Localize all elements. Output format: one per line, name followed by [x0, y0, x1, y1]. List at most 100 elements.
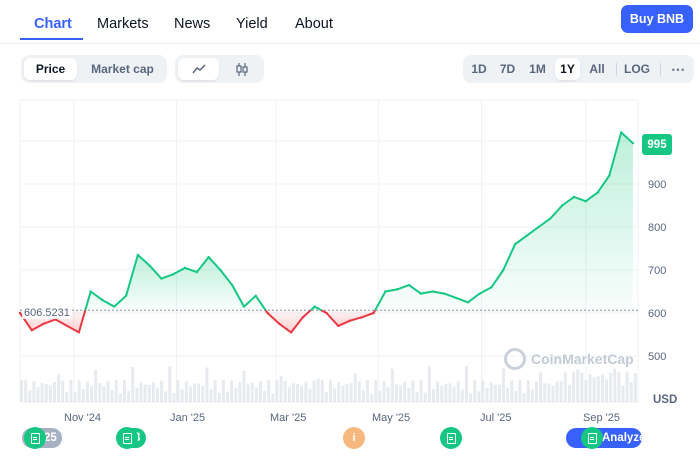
volume-bar — [250, 382, 254, 402]
volume-bar — [312, 380, 316, 402]
volume-bar — [238, 382, 242, 402]
volume-bar — [197, 383, 201, 402]
price-point — [325, 311, 328, 315]
price-point — [101, 298, 104, 302]
x-tick-label: Mar '25 — [270, 412, 307, 424]
volume-bar — [118, 393, 122, 402]
price-area-above — [375, 132, 633, 311]
volume-bar — [436, 381, 440, 402]
price-point — [348, 319, 352, 322]
volume-bar — [98, 383, 102, 402]
price-chart[interactable] — [0, 98, 700, 464]
price-point — [124, 294, 128, 297]
volume-bar — [69, 380, 73, 402]
volume-bar — [316, 378, 320, 402]
market-cap-toggle[interactable]: Market cap — [91, 62, 154, 76]
analyze-label: Analyze — [602, 432, 646, 444]
volume-bar — [271, 393, 275, 402]
tab-news[interactable]: News — [174, 16, 211, 32]
price-point — [490, 286, 493, 289]
document-icon — [30, 432, 40, 444]
volume-bar — [526, 380, 530, 402]
price-point — [537, 225, 540, 229]
line-chart-button[interactable] — [178, 58, 219, 80]
volume-bar — [226, 391, 229, 402]
price-point — [631, 141, 635, 145]
volume-bar — [32, 381, 36, 402]
volume-bar — [386, 387, 390, 402]
volume-bar — [279, 376, 283, 402]
volume-bar — [576, 369, 580, 402]
volume-bar — [473, 380, 477, 402]
volume-bar — [514, 391, 518, 402]
range-7d[interactable]: 7D — [499, 62, 516, 76]
x-tick-label: Jan '25 — [170, 412, 206, 424]
info-icon: i — [352, 432, 356, 444]
chart-type-toggle — [175, 55, 264, 83]
price-toggle[interactable]: Price — [24, 58, 77, 80]
tab-yield[interactable]: Yield — [236, 16, 268, 32]
y-tick-label: 900 — [648, 179, 667, 191]
analyze-button[interactable]: Analyze › — [566, 428, 653, 448]
volume-bar — [353, 372, 357, 402]
range-all[interactable]: All — [589, 62, 605, 76]
volume-bar — [506, 387, 510, 402]
volume-bar — [378, 390, 382, 402]
baseline-price-label: 606.5231 — [22, 307, 72, 319]
volume-bar — [275, 380, 279, 402]
news-marker[interactable] — [581, 427, 603, 449]
volume-bar — [518, 380, 522, 402]
x-tick-label: May '25 — [372, 412, 411, 424]
volume-bar — [172, 393, 176, 402]
volume-bar — [242, 371, 246, 402]
news-marker[interactable] — [24, 427, 46, 449]
news-marker[interactable] — [440, 427, 462, 449]
volume-bar — [580, 372, 584, 402]
volume-bar — [329, 380, 332, 402]
volume-bar — [547, 383, 551, 402]
document-icon — [122, 432, 132, 444]
price-point — [561, 204, 564, 207]
range-divider — [660, 63, 661, 76]
price-point — [230, 283, 234, 287]
volume-bar — [267, 380, 271, 402]
volume-bar — [296, 383, 300, 402]
volume-bar — [28, 390, 32, 402]
price-point — [172, 273, 175, 276]
volume-bar — [246, 384, 250, 402]
tab-about[interactable]: About — [295, 16, 333, 32]
volume-bar — [341, 385, 345, 402]
news-marker[interactable] — [116, 427, 138, 449]
tab-chart[interactable]: Chart — [34, 16, 72, 32]
volume-bar — [24, 380, 28, 402]
volume-bar — [304, 381, 308, 402]
volume-bar — [283, 381, 287, 402]
range-1d[interactable]: 1D — [471, 62, 487, 76]
volume-bar — [464, 366, 468, 402]
info-marker[interactable]: i — [343, 427, 365, 449]
volume-bar — [85, 381, 89, 402]
volume-bar — [184, 381, 188, 402]
price-point — [207, 255, 210, 259]
document-icon — [446, 432, 456, 444]
volume-bar — [333, 388, 337, 402]
range-1m[interactable]: 1M — [529, 62, 546, 76]
tab-markets[interactable]: Markets — [97, 16, 149, 32]
buy-bnb-button[interactable]: Buy BNB — [621, 5, 693, 33]
volume-bar — [291, 383, 295, 402]
volume-bar — [308, 388, 312, 402]
more-button[interactable]: ⋯ — [666, 58, 690, 80]
volume-bar — [419, 380, 423, 402]
active-tab-indicator — [20, 38, 83, 40]
price-point — [419, 292, 422, 295]
volume-bar — [349, 382, 353, 402]
range-1y[interactable]: 1Y — [555, 58, 580, 80]
price-point — [454, 296, 458, 300]
candlestick-button[interactable] — [221, 58, 262, 80]
volume-bar — [135, 387, 139, 402]
volume-bar — [65, 391, 69, 402]
price-point — [584, 200, 587, 203]
log-toggle[interactable]: LOG — [624, 62, 650, 76]
volume-bar — [180, 389, 184, 402]
volume-bar — [114, 380, 118, 402]
